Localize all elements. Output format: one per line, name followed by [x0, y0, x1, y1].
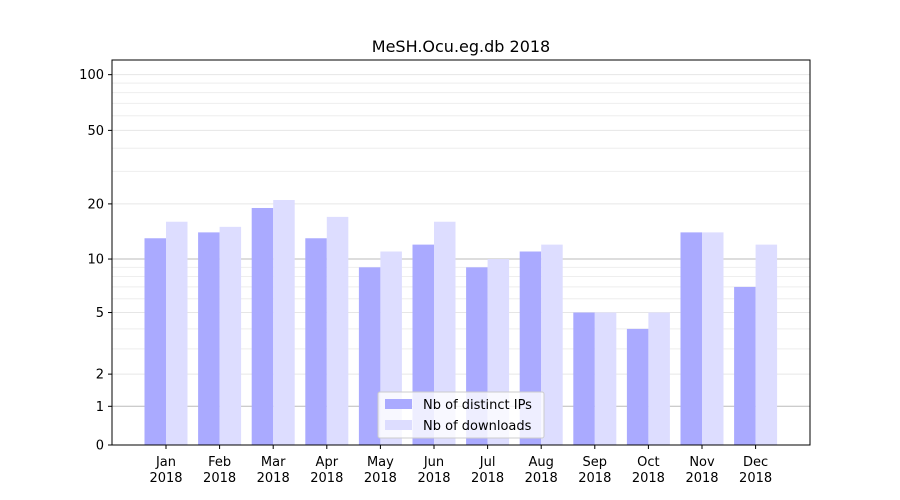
bar-distinct-ips — [358, 267, 381, 445]
x-tick-label: Jul 2018 — [471, 455, 504, 486]
bar-downloads — [434, 221, 456, 445]
bar-downloads — [326, 216, 349, 445]
legend-box — [377, 391, 545, 439]
x-tick-label: Sep 2018 — [578, 455, 611, 486]
bar-downloads — [594, 312, 617, 445]
bar-downloads — [755, 244, 778, 445]
bar-distinct-ips — [198, 232, 220, 445]
x-tick-label: Mar 2018 — [257, 455, 290, 486]
y-tick-label: 10 — [87, 253, 104, 268]
bar-downloads — [273, 199, 295, 445]
x-tick-label: May 2018 — [364, 455, 397, 486]
y-tick-label: 1 — [96, 400, 104, 415]
bar-downloads — [219, 226, 242, 445]
legend: Nb of distinct IPs Nb of downloads — [377, 391, 545, 439]
legend-swatch-ips — [385, 399, 412, 409]
y-axis: 0 1 2 5 10 20 50 100 — [79, 68, 112, 454]
x-tick-label: Feb 2018 — [203, 455, 236, 486]
bar-downloads — [702, 232, 724, 445]
x-tick-label: Jun 2018 — [417, 455, 450, 486]
bar-downloads — [648, 312, 670, 445]
legend-label-ips: Nb of distinct IPs — [423, 398, 532, 413]
y-tick-label: 100 — [79, 68, 104, 83]
x-tick-label: Aug 2018 — [525, 455, 558, 486]
y-tick-label: 50 — [87, 124, 104, 139]
x-tick-label: Jan 2018 — [149, 455, 182, 486]
plot-frame — [111, 59, 811, 446]
bar-distinct-ips — [680, 232, 702, 445]
bar-distinct-ips — [573, 312, 595, 445]
x-tick-label: Nov 2018 — [685, 455, 718, 486]
y-tick-label: 0 — [96, 439, 104, 454]
bar-distinct-ips — [626, 328, 649, 445]
y-tick-label: 5 — [96, 306, 104, 321]
legend-swatch-downloads — [385, 420, 412, 430]
bar-distinct-ips — [305, 238, 327, 445]
x-axis: Jan 2018 Feb 2018 Mar 2018 Apr 2018 May 2018 Jun 20… — [149, 445, 772, 486]
bar-downloads — [541, 244, 563, 445]
bar-downloads — [166, 221, 188, 445]
chart-title: MeSH.Ocu.eg.db 2018 — [372, 37, 550, 56]
bar-distinct-ips — [251, 207, 274, 445]
x-tick-label: Dec 2018 — [739, 455, 772, 486]
y-tick-label: 20 — [87, 197, 104, 212]
legend-label-downloads: Nb of downloads — [423, 419, 532, 434]
x-tick-label: Apr 2018 — [310, 455, 343, 486]
bar-distinct-ips — [734, 286, 756, 445]
bar-distinct-ips — [144, 238, 166, 445]
x-tick-label: Oct 2018 — [632, 455, 665, 486]
y-tick-label: 2 — [96, 368, 104, 383]
